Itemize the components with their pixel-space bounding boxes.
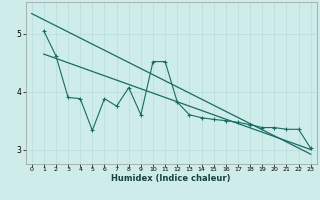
X-axis label: Humidex (Indice chaleur): Humidex (Indice chaleur)	[111, 174, 231, 183]
